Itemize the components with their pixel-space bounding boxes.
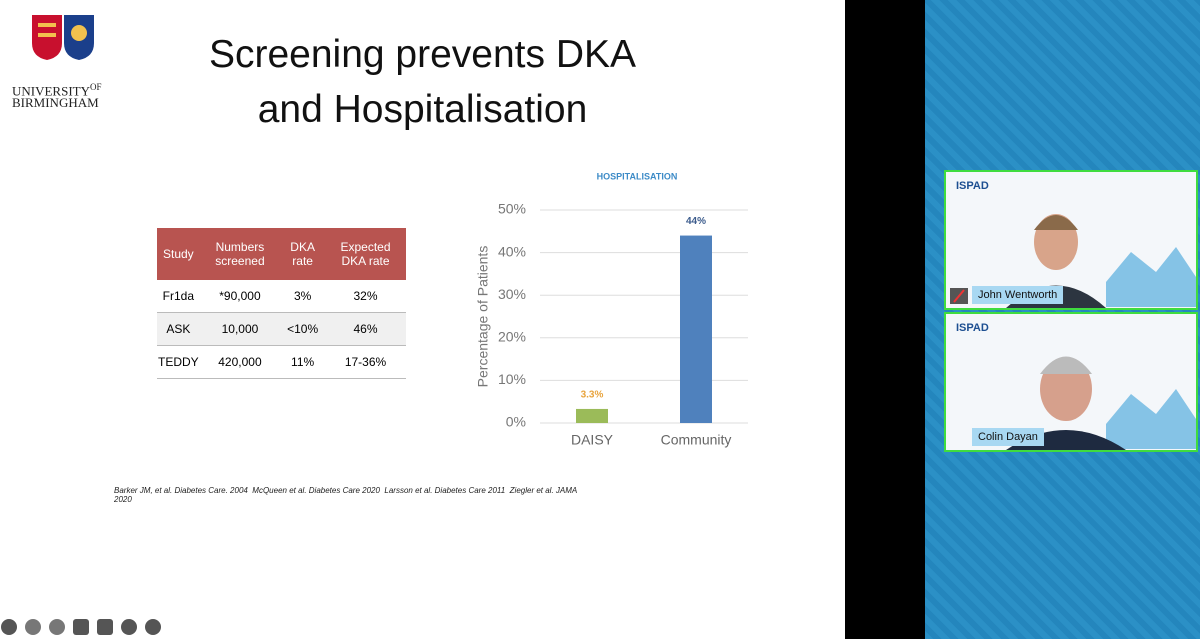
participant-tile[interactable]: ISPAD John Wentworth	[944, 170, 1198, 310]
bar	[576, 408, 608, 423]
value-label: 3.3%	[581, 390, 604, 401]
y-tick-label: 40%	[498, 243, 526, 259]
next-button[interactable]	[145, 619, 161, 635]
header-cell: DKA rate	[280, 228, 326, 280]
participant-name: Colin Dayan	[972, 428, 1044, 446]
reference: Ziegler et al. JAMA 2020	[114, 486, 577, 504]
y-tick-label: 0%	[506, 414, 526, 430]
logo-line: UNIVERSITYOF	[12, 82, 102, 99]
cell: 46%	[325, 312, 406, 346]
chart-title: HOSPITALISATION	[597, 171, 678, 181]
cell: 3%	[280, 280, 326, 313]
cell: 420,000	[199, 345, 281, 379]
prev-button[interactable]	[1, 619, 17, 635]
chart: HOSPITALISATION Percentage of Patients 0% 1…	[475, 171, 748, 448]
y-tick-label: 50%	[498, 201, 526, 217]
value-label: 44%	[686, 216, 706, 227]
x-tick-label: DAISY	[571, 432, 614, 448]
reference: McQueen et al. Diabetes Care 2020	[252, 486, 380, 495]
x-tick-label: Community	[661, 432, 732, 448]
y-axis-label: Percentage of Patients	[475, 246, 491, 388]
reference: Larsson et al. Diabetes Care 2011	[384, 486, 506, 495]
reference: Barker JM, et al. Diabetes Care. 2004	[114, 486, 248, 495]
slide: UNIVERSITYOF BIRMINGHAM Screening preven…	[0, 0, 845, 639]
cell: 10,000	[199, 312, 281, 346]
study-table: Study Numbers screened DKA rate Expected DK…	[157, 228, 406, 379]
cell: 17-36%	[325, 345, 406, 379]
captions-button[interactable]	[73, 619, 89, 635]
header-cell: Expected DKA rate	[325, 228, 406, 280]
crest-left	[32, 15, 62, 60]
cell: *90,000	[199, 280, 281, 313]
references: Barker JM, et al. Diabetes Care. 2004 Mc…	[114, 486, 594, 504]
zoom-button[interactable]	[49, 619, 65, 635]
org-logo: ISPAD	[956, 180, 989, 192]
logo-word: BIRMINGHAM	[12, 95, 99, 110]
header-cell: Study	[157, 228, 200, 280]
pen-button[interactable]	[25, 619, 41, 635]
cell: 11%	[280, 345, 326, 379]
cell: ASK	[157, 312, 200, 346]
logo-word: OF	[90, 82, 102, 92]
bar	[680, 235, 712, 423]
y-tick-label: 10%	[498, 371, 526, 387]
participant-name: John Wentworth	[972, 286, 1064, 304]
more-button[interactable]	[121, 619, 137, 635]
cell: TEDDY	[157, 345, 200, 379]
org-logo: ISPAD	[956, 322, 989, 334]
slide-title: and Hospitalisation	[257, 88, 588, 131]
logo-word: UNIVERSITY	[12, 83, 90, 99]
cell: 32%	[325, 280, 406, 313]
cell: <10%	[280, 312, 326, 346]
y-tick-label: 30%	[498, 286, 526, 302]
participant-tile[interactable]: ISPAD Colin Dayan	[944, 312, 1198, 452]
cell: Fr1da	[157, 280, 200, 313]
video-button[interactable]	[97, 619, 113, 635]
crest-right	[64, 15, 94, 60]
slide-title: Screening prevents DKA	[208, 33, 637, 76]
header-cell: Numbers screened	[199, 228, 281, 280]
y-tick-label: 20%	[498, 329, 526, 345]
